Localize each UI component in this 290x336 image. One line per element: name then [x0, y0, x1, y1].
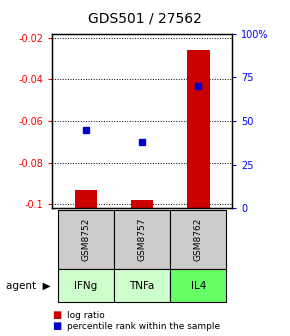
Text: GSM8757: GSM8757 [137, 218, 147, 261]
Text: IFNg: IFNg [74, 281, 97, 291]
Text: percentile rank within the sample: percentile rank within the sample [67, 322, 220, 331]
Text: log ratio: log ratio [67, 311, 104, 320]
Bar [187, 50, 210, 208]
Text: ■: ■ [52, 310, 61, 320]
Text: IL4: IL4 [191, 281, 206, 291]
Text: GDS501 / 27562: GDS501 / 27562 [88, 12, 202, 26]
Text: TNFa: TNFa [129, 281, 155, 291]
Text: GSM8762: GSM8762 [194, 218, 203, 261]
Text: ■: ■ [52, 321, 61, 331]
Text: agent  ▶: agent ▶ [6, 281, 50, 291]
Bar [131, 200, 153, 208]
Bar [75, 190, 97, 208]
Text: GSM8752: GSM8752 [81, 218, 90, 261]
